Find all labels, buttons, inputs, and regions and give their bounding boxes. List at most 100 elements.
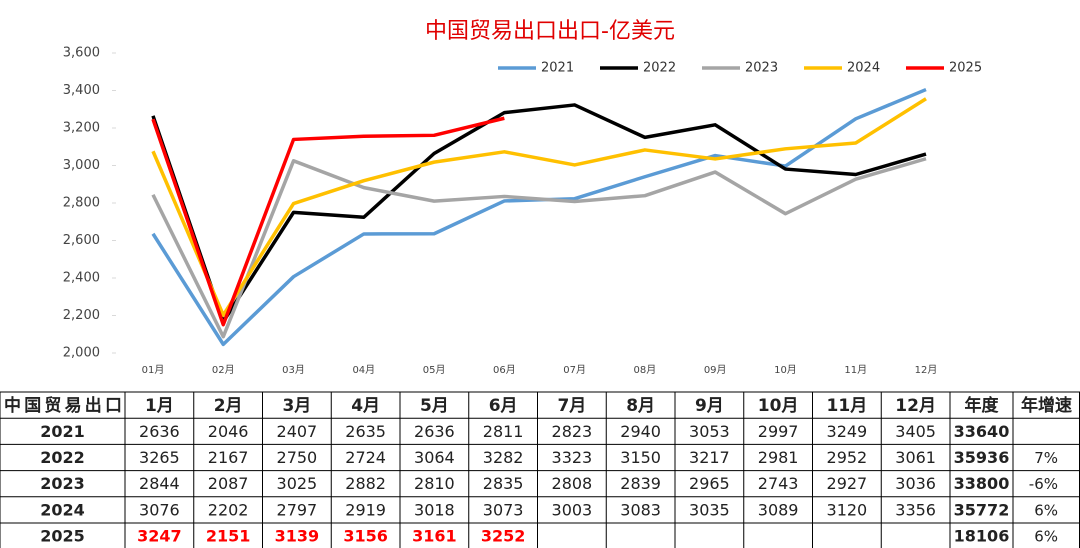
table-cell: 2940 bbox=[620, 422, 661, 441]
table-cell: 2750 bbox=[277, 448, 318, 467]
table-header: 1月 bbox=[145, 396, 174, 416]
table-cell: 3217 bbox=[689, 448, 730, 467]
table-header: 5月 bbox=[420, 396, 449, 416]
table-cell: 2823 bbox=[552, 422, 593, 441]
series-line bbox=[151, 157, 927, 339]
row-growth: -6% bbox=[1029, 475, 1058, 493]
table-cell: 2407 bbox=[277, 422, 318, 441]
series-line bbox=[151, 103, 927, 324]
y-tick-label: 3,000 bbox=[63, 158, 100, 173]
table-cell: 3249 bbox=[827, 422, 868, 441]
table-cell: 2167 bbox=[208, 448, 249, 467]
table-cell: 3247 bbox=[137, 527, 182, 546]
table-cell: 3150 bbox=[620, 448, 661, 467]
x-tick-label: 07月 bbox=[563, 364, 586, 376]
y-tick-label: 3,400 bbox=[63, 83, 100, 98]
table-cell: 3036 bbox=[895, 474, 936, 493]
table-cell: 2927 bbox=[827, 474, 868, 493]
table-cell: 3025 bbox=[277, 474, 318, 493]
table-cell: 2808 bbox=[552, 474, 593, 493]
table-cell: 3156 bbox=[343, 527, 388, 546]
table-header: 6月 bbox=[489, 396, 518, 416]
table-header: 10月 bbox=[758, 396, 799, 416]
row-total: 18106 bbox=[954, 527, 1010, 546]
y-tick-label: 2,000 bbox=[63, 346, 100, 361]
legend-label: 2024 bbox=[847, 61, 880, 76]
table-header: 9月 bbox=[695, 396, 724, 416]
table-cell: 2810 bbox=[414, 474, 455, 493]
table-header: 11月 bbox=[827, 396, 868, 416]
table-cell: 3282 bbox=[483, 448, 524, 467]
series-line bbox=[151, 116, 505, 327]
legend-label: 2022 bbox=[643, 61, 676, 76]
table-header: 年增速 bbox=[1021, 395, 1072, 416]
row-total: 35772 bbox=[954, 500, 1010, 519]
table-cell: 2724 bbox=[345, 448, 386, 467]
table-cell: 3064 bbox=[414, 448, 455, 467]
table-header: 12月 bbox=[895, 396, 936, 416]
y-tick-label: 3,200 bbox=[63, 121, 100, 136]
x-tick-label: 10月 bbox=[774, 364, 797, 376]
series-line bbox=[151, 87, 927, 347]
table-cell: 2835 bbox=[483, 474, 524, 493]
table-cell: 2202 bbox=[208, 500, 249, 519]
table-header: 3月 bbox=[282, 396, 311, 416]
table-cell: 2635 bbox=[345, 422, 386, 441]
x-tick-label: 09月 bbox=[704, 364, 727, 376]
table-cell: 3252 bbox=[481, 527, 526, 546]
x-tick-label: 02月 bbox=[212, 364, 235, 376]
table-cell: 2919 bbox=[345, 500, 386, 519]
table-cell: 2046 bbox=[208, 422, 249, 441]
table-cell: 2952 bbox=[827, 448, 868, 467]
table-cell: 2743 bbox=[758, 474, 799, 493]
table-cell: 2839 bbox=[620, 474, 661, 493]
table-cell: 3089 bbox=[758, 500, 799, 519]
table-cell: 3073 bbox=[483, 500, 524, 519]
row-growth: 6% bbox=[1034, 528, 1058, 546]
table-header: 年度 bbox=[965, 395, 1000, 416]
y-tick-label: 2,200 bbox=[63, 308, 100, 323]
x-tick-label: 05月 bbox=[423, 364, 446, 376]
row-year: 2022 bbox=[40, 448, 85, 467]
table-cell: 3139 bbox=[275, 527, 320, 546]
row-total: 35936 bbox=[954, 448, 1010, 467]
table-cell: 2981 bbox=[758, 448, 799, 467]
row-total: 33640 bbox=[954, 422, 1010, 441]
table-header: 7月 bbox=[557, 396, 586, 416]
table-cell: 3120 bbox=[827, 500, 868, 519]
x-tick-label: 04月 bbox=[352, 364, 375, 376]
row-year: 2023 bbox=[40, 474, 85, 493]
row-growth: 7% bbox=[1034, 449, 1058, 467]
table-cell: 3356 bbox=[895, 500, 936, 519]
y-tick-label: 3,600 bbox=[63, 46, 100, 61]
table-header: 4月 bbox=[351, 396, 380, 416]
table-cell: 2636 bbox=[139, 422, 180, 441]
table-cell: 2997 bbox=[758, 422, 799, 441]
table-cell: 2844 bbox=[139, 474, 180, 493]
table-cell: 3083 bbox=[620, 500, 661, 519]
table-header: 2月 bbox=[214, 396, 243, 416]
y-tick-label: 2,800 bbox=[63, 196, 100, 211]
table-cell: 2636 bbox=[414, 422, 455, 441]
row-year: 2025 bbox=[40, 527, 85, 546]
row-year: 2024 bbox=[40, 500, 85, 519]
table-cell: 3053 bbox=[689, 422, 730, 441]
table-header: 8月 bbox=[626, 396, 655, 416]
table-header: 中国贸易出口 bbox=[4, 395, 122, 416]
table-cell: 2882 bbox=[345, 474, 386, 493]
x-tick-label: 06月 bbox=[493, 364, 516, 376]
table-cell: 3076 bbox=[139, 500, 180, 519]
table-cell: 2965 bbox=[689, 474, 730, 493]
table-cell: 2087 bbox=[208, 474, 249, 493]
table-cell: 3265 bbox=[139, 448, 180, 467]
table-cell: 3323 bbox=[552, 448, 593, 467]
table-cell: 3061 bbox=[895, 448, 936, 467]
table-cell: 3003 bbox=[552, 500, 593, 519]
table-cell: 2811 bbox=[483, 422, 524, 441]
x-tick-label: 08月 bbox=[634, 364, 657, 376]
chart-title: 中国贸易出口出口-亿美元 bbox=[425, 19, 675, 44]
x-tick-label: 11月 bbox=[844, 364, 867, 376]
table-cell: 2797 bbox=[277, 500, 318, 519]
legend-label: 2023 bbox=[745, 61, 778, 76]
